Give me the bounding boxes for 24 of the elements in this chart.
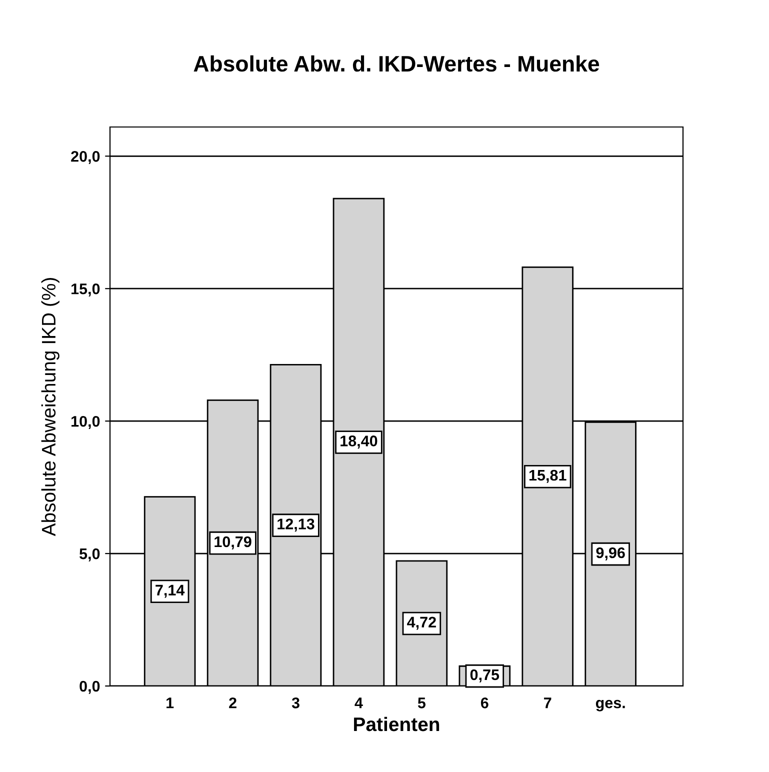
x-tick-label: 1	[166, 698, 174, 708]
x-tick-label: 6	[480, 698, 488, 708]
x-tick-label: 3	[292, 698, 300, 708]
data-label: 12,13	[278, 518, 314, 532]
x-tick-label: 7	[544, 698, 552, 708]
x-tick-label: 2	[229, 698, 236, 708]
y-tick-label: 20,0	[71, 151, 100, 164]
data-label: 0,75	[470, 669, 500, 682]
chart-title: Absolute Abw. d. IKD-Wertes - Muenke	[194, 55, 600, 72]
x-tick-label: 4	[354, 698, 363, 708]
y-tick-label: 15,0	[72, 283, 100, 297]
y-tick-label: 0,0	[80, 680, 100, 694]
y-tick-label: 10,0	[72, 416, 100, 429]
data-label: 15,81	[529, 470, 566, 483]
x-axis-title: Patienten	[354, 716, 440, 732]
y-axis-title: Absolute Abweichung IKD (%)	[41, 278, 60, 536]
x-tick-label: 5	[418, 698, 426, 708]
data-label: 7,14	[156, 584, 185, 598]
y-tick-label: 5,0	[80, 548, 100, 562]
data-label: 10,79	[214, 536, 252, 550]
data-label: 4,72	[407, 616, 436, 630]
x-tick-label: ges.	[596, 700, 625, 712]
data-label: 9,96	[596, 547, 625, 560]
data-label: 18,40	[340, 436, 378, 449]
